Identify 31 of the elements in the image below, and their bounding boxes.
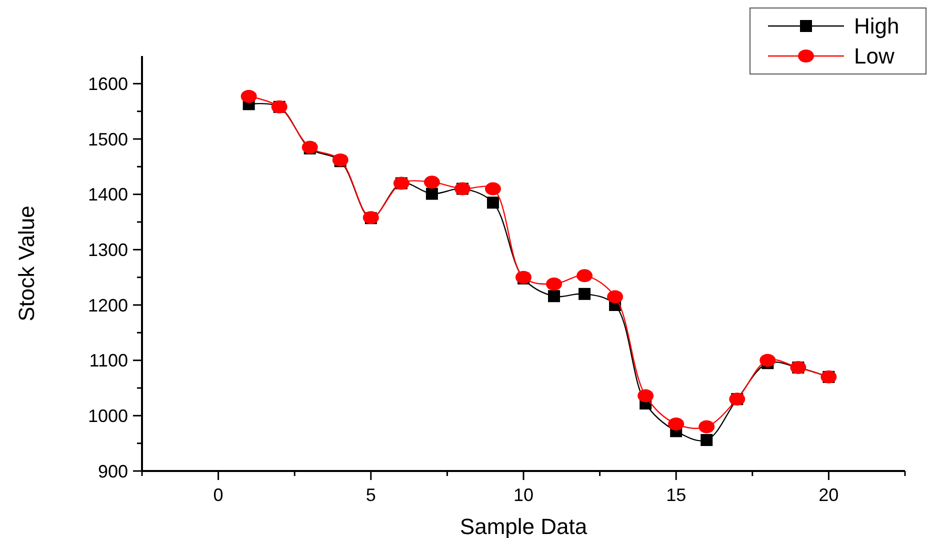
- y-tick-label: 1200: [88, 295, 128, 316]
- x-tick-label: 10: [513, 485, 534, 505]
- point: [578, 288, 591, 300]
- y-tick-label: 1100: [89, 350, 128, 371]
- point: [484, 182, 501, 196]
- point: [668, 417, 684, 430]
- y-tick-label: 900: [98, 461, 128, 482]
- point: [698, 420, 715, 434]
- point: [607, 290, 624, 304]
- point: [760, 354, 776, 367]
- point: [548, 290, 560, 302]
- x-tick-label: 5: [366, 485, 376, 505]
- y-tick-label: 1400: [88, 184, 128, 205]
- point: [576, 269, 593, 282]
- y-tick-label: 1000: [88, 406, 128, 426]
- y-tick-label: 1600: [88, 74, 128, 94]
- y-axis-title: Stock Value: [14, 206, 39, 322]
- x-tick-label: 15: [666, 485, 686, 505]
- x-tick-label: 0: [213, 485, 224, 505]
- legend-label: High: [854, 14, 900, 39]
- y-tick-label: 1500: [88, 129, 128, 150]
- x-tick-label: 20: [818, 485, 839, 505]
- point: [240, 90, 257, 103]
- point: [700, 434, 713, 446]
- point: [546, 277, 562, 290]
- point: [424, 176, 440, 189]
- point: [486, 196, 499, 209]
- legend-label: Low: [854, 44, 894, 69]
- y-tick-label: 1300: [88, 240, 128, 260]
- point: [426, 188, 438, 200]
- point: [638, 389, 654, 402]
